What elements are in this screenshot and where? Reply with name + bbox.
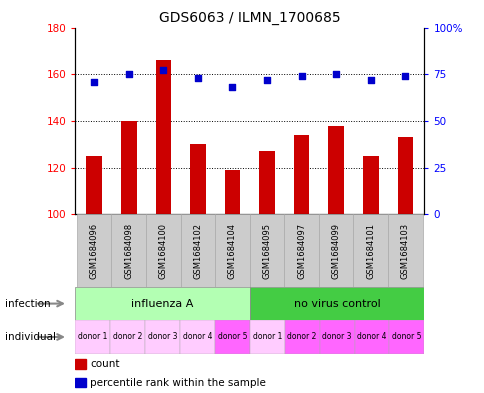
Text: GSM1684100: GSM1684100 xyxy=(159,222,167,279)
Text: donor 5: donor 5 xyxy=(392,332,421,342)
Text: donor 4: donor 4 xyxy=(357,332,386,342)
Text: GSM1684103: GSM1684103 xyxy=(400,222,409,279)
Point xyxy=(90,79,98,85)
Bar xyxy=(284,214,318,287)
Bar xyxy=(190,144,205,214)
Text: donor 1: donor 1 xyxy=(78,332,107,342)
Bar xyxy=(214,320,249,354)
Bar xyxy=(75,359,85,369)
Text: GSM1684095: GSM1684095 xyxy=(262,222,271,279)
Text: GSM1684096: GSM1684096 xyxy=(90,222,98,279)
Text: donor 2: donor 2 xyxy=(287,332,316,342)
Point xyxy=(124,71,132,77)
Bar xyxy=(249,287,424,320)
Bar xyxy=(121,121,136,214)
Bar xyxy=(284,320,319,354)
Bar xyxy=(215,214,249,287)
Bar xyxy=(111,214,146,287)
Bar xyxy=(180,320,214,354)
Bar xyxy=(75,320,110,354)
Bar xyxy=(354,320,389,354)
Text: infection: infection xyxy=(5,299,50,309)
Text: donor 1: donor 1 xyxy=(252,332,281,342)
Bar xyxy=(145,320,180,354)
Bar xyxy=(249,320,284,354)
Bar xyxy=(353,214,387,287)
Bar xyxy=(75,378,85,387)
Point xyxy=(159,67,167,73)
Bar xyxy=(319,320,354,354)
Point xyxy=(263,77,271,83)
Bar xyxy=(397,137,412,214)
Point xyxy=(228,84,236,90)
Text: influenza A: influenza A xyxy=(131,299,193,309)
Bar xyxy=(224,170,240,214)
Title: GDS6063 / ILMN_1700685: GDS6063 / ILMN_1700685 xyxy=(159,11,340,25)
Text: percentile rank within the sample: percentile rank within the sample xyxy=(90,378,265,387)
Bar xyxy=(75,287,249,320)
Text: donor 5: donor 5 xyxy=(217,332,246,342)
Point xyxy=(401,73,408,79)
Bar xyxy=(155,60,171,214)
Text: no virus control: no virus control xyxy=(293,299,379,309)
Bar xyxy=(318,214,353,287)
Text: GSM1684102: GSM1684102 xyxy=(193,222,202,279)
Bar xyxy=(110,320,145,354)
Text: individual: individual xyxy=(5,332,56,342)
Text: GSM1684099: GSM1684099 xyxy=(331,222,340,279)
Text: donor 4: donor 4 xyxy=(182,332,212,342)
Text: count: count xyxy=(90,359,119,369)
Text: donor 3: donor 3 xyxy=(148,332,177,342)
Text: GSM1684104: GSM1684104 xyxy=(227,222,237,279)
Bar xyxy=(362,156,378,214)
Point xyxy=(332,71,339,77)
Bar xyxy=(249,214,284,287)
Bar xyxy=(77,214,111,287)
Bar xyxy=(180,214,215,287)
Bar xyxy=(387,214,422,287)
Bar xyxy=(328,125,343,214)
Text: donor 3: donor 3 xyxy=(322,332,351,342)
Bar xyxy=(389,320,424,354)
Point xyxy=(194,75,201,81)
Point xyxy=(297,73,305,79)
Bar xyxy=(86,156,102,214)
Point xyxy=(366,77,374,83)
Text: GSM1684097: GSM1684097 xyxy=(297,222,305,279)
Bar xyxy=(293,135,309,214)
Text: GSM1684098: GSM1684098 xyxy=(124,222,133,279)
Text: GSM1684101: GSM1684101 xyxy=(365,222,375,279)
Bar xyxy=(146,214,180,287)
Bar xyxy=(259,151,274,214)
Text: donor 2: donor 2 xyxy=(113,332,142,342)
